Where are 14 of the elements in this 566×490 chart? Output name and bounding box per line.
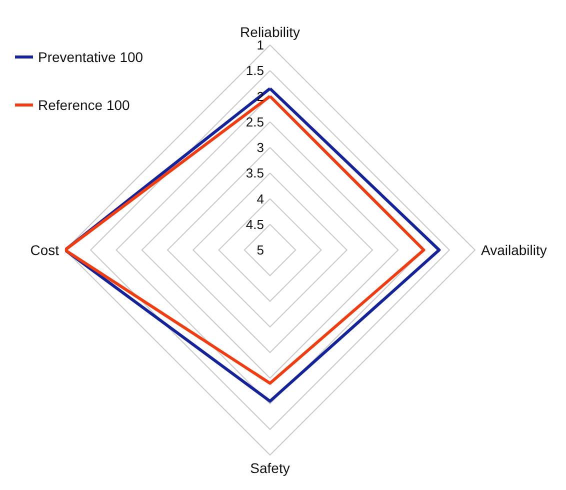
legend-label: Reference 100: [38, 97, 130, 113]
y-tick-label: 1: [256, 38, 264, 52]
y-tick-label: 4.5: [246, 216, 264, 232]
y-tick-label: 1.5: [246, 63, 264, 78]
spoke-label: Reliability: [240, 24, 300, 40]
y-tick-label: 4: [256, 191, 264, 206]
y-tick-label: 5: [256, 242, 264, 258]
y-tick-label: 2.5: [246, 114, 264, 130]
spoke-label: Availability: [481, 242, 547, 258]
spoke-label: Cost: [30, 242, 60, 258]
y-tick-label: 3.5: [246, 166, 264, 181]
y-tick-label: 3: [256, 140, 264, 155]
legend-label: Preventative 100: [38, 49, 144, 65]
spoke-label: Safety: [250, 460, 290, 476]
